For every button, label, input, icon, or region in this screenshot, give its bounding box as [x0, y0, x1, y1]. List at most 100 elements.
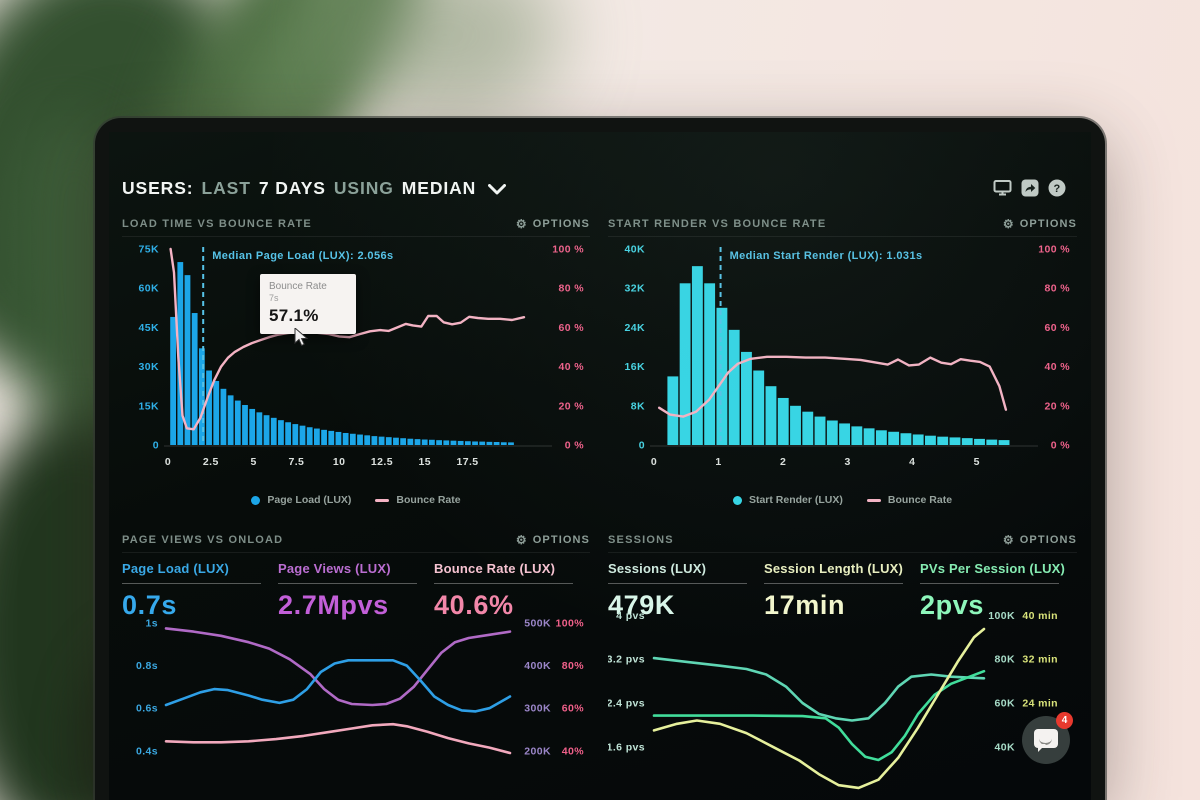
share-icon[interactable]: [1021, 179, 1039, 197]
metric-bounce-rate: Bounce Rate (LUX) 40.6%: [434, 561, 587, 621]
metric-value: 2pvs: [920, 590, 984, 620]
svg-text:60 %: 60 %: [558, 322, 584, 334]
metric-value: 0.7s: [122, 590, 177, 620]
legend-dot-marker: [251, 495, 261, 505]
svg-text:4: 4: [909, 456, 915, 468]
svg-text:40K: 40K: [995, 741, 1015, 753]
legend-item: Page Load (LUX): [251, 494, 351, 506]
panel-header: START RENDER VS BOUNCE RATE ⚙ OPTIONS: [608, 214, 1077, 237]
svg-text:500K: 500K: [524, 618, 551, 630]
metric-row: Page Load (LUX) 0.7s Page Views (LUX) 2.…: [122, 561, 590, 621]
metric-label: Session Length (LUX): [764, 561, 904, 576]
app-header: USERS: LAST 7 DAYS USING MEDIAN ?: [122, 174, 1078, 202]
chat-launcher-button[interactable]: 4: [1022, 712, 1073, 764]
gear-icon: ⚙: [1002, 217, 1015, 231]
metric-page-load: Page Load (LUX) 0.7s: [122, 561, 275, 621]
metric-divider: [278, 583, 417, 584]
metric-page-views: Page Views (LUX) 2.7Mpvs: [278, 561, 431, 621]
svg-text:0: 0: [651, 456, 657, 468]
svg-text:40 min: 40 min: [1022, 610, 1058, 622]
metric-row: Sessions (LUX) 479K Session Length (LUX)…: [608, 561, 1077, 621]
chat-bubble-icon: [1034, 729, 1058, 752]
svg-text:4 pvs: 4 pvs: [616, 610, 645, 622]
timeframe-dropdown[interactable]: USERS: LAST 7 DAYS USING MEDIAN: [122, 177, 507, 199]
legend-label: Bounce Rate: [396, 494, 461, 506]
panel-header: LOAD TIME VS BOUNCE RATE ⚙ OPTIONS: [122, 214, 590, 237]
options-button[interactable]: ⚙ OPTIONS: [516, 218, 590, 230]
svg-text:0.8s: 0.8s: [136, 660, 158, 672]
metric-label: Bounce Rate (LUX): [434, 561, 556, 576]
options-button[interactable]: ⚙ OPTIONS: [1003, 534, 1077, 546]
svg-text:0 %: 0 %: [565, 440, 585, 452]
legend-item: Bounce Rate: [866, 494, 952, 506]
panel-title: LOAD TIME VS BOUNCE RATE: [122, 218, 312, 230]
svg-text:12.5: 12.5: [371, 456, 393, 468]
svg-text:24K: 24K: [625, 322, 645, 334]
svg-text:200K: 200K: [524, 745, 551, 757]
options-label: OPTIONS: [1019, 218, 1077, 230]
legend-label: Start Render (LUX): [748, 494, 843, 506]
legend-line-marker: [866, 498, 881, 502]
panel-sessions: SESSIONS ⚙ OPTIONS Sessions (LUX) 479K S…: [608, 530, 1077, 800]
svg-text:40 %: 40 %: [1044, 361, 1070, 373]
metric-divider: [122, 583, 261, 584]
options-button[interactable]: ⚙ OPTIONS: [516, 534, 590, 546]
svg-text:60K: 60K: [995, 697, 1015, 709]
panel-title: START RENDER VS BOUNCE RATE: [608, 218, 827, 230]
metric-label: Page Views (LUX): [278, 561, 391, 576]
svg-text:80 %: 80 %: [558, 283, 584, 295]
options-label: OPTIONS: [532, 218, 590, 230]
svg-text:16K: 16K: [625, 361, 645, 373]
header-segment: 7 DAYS: [258, 177, 326, 198]
svg-text:32 min: 32 min: [1022, 654, 1058, 666]
svg-text:2: 2: [780, 456, 786, 468]
help-icon[interactable]: ?: [1048, 179, 1066, 197]
metric-divider: [608, 583, 747, 584]
laptop: USERS: LAST 7 DAYS USING MEDIAN ?: [95, 118, 1105, 800]
gear-icon: ⚙: [515, 217, 528, 231]
svg-text:5: 5: [250, 456, 256, 468]
svg-text:45K: 45K: [139, 322, 159, 334]
options-button[interactable]: ⚙ OPTIONS: [1003, 218, 1077, 230]
svg-text:300K: 300K: [524, 703, 551, 715]
svg-text:0: 0: [165, 456, 171, 468]
chat-smile-icon: [1039, 738, 1052, 745]
panel-header: PAGE VIEWS VS ONLOAD ⚙ OPTIONS: [122, 530, 590, 553]
svg-text:24 min: 24 min: [1022, 697, 1058, 709]
metric-label: Page Load (LUX): [122, 561, 230, 576]
chart-tooltip: Bounce Rate 7s 57.1%: [260, 274, 356, 334]
metric-label: Sessions (LUX): [608, 561, 707, 576]
sessions-chart[interactable]: 4 pvs 3.2 pvs 2.4 pvs 1.6 pvs 100K 40 min 80K 3…: [608, 606, 1077, 800]
svg-text:100 %: 100 %: [1038, 244, 1070, 256]
svg-text:75K: 75K: [139, 244, 159, 256]
metric-value: 2.7Mpvs: [278, 590, 389, 620]
load-time-chart[interactable]: 75K 60K 45K 30K 15K 0 100 % 80 % 60 % 40 % 20 % 0 %…: [122, 239, 590, 491]
header-segment: LAST: [201, 177, 251, 198]
svg-text:60%: 60%: [562, 703, 584, 715]
mouse-cursor-icon: [294, 328, 309, 347]
tooltip-series: Bounce Rate: [269, 281, 327, 292]
header-segment: MEDIAN: [401, 177, 477, 198]
svg-text:0: 0: [639, 440, 645, 452]
display-icon[interactable]: [993, 179, 1012, 197]
svg-text:20 %: 20 %: [558, 400, 584, 412]
svg-text:60 %: 60 %: [1044, 322, 1070, 334]
gear-icon: ⚙: [1002, 533, 1015, 547]
start-render-chart[interactable]: 40K 32K 24K 16K 8K 0 100 % 80 % 60 % 40 % 20 % 0 % 0…: [608, 239, 1077, 491]
metric-divider: [434, 583, 573, 584]
svg-text:60K: 60K: [139, 283, 159, 295]
svg-text:80K: 80K: [995, 654, 1015, 666]
panel-title: SESSIONS: [608, 534, 674, 546]
svg-text:40%: 40%: [562, 745, 584, 757]
svg-text:1: 1: [715, 456, 721, 468]
options-label: OPTIONS: [532, 534, 590, 546]
svg-text:0.6s: 0.6s: [136, 703, 158, 715]
svg-text:80 %: 80 %: [1044, 283, 1070, 295]
options-label: OPTIONS: [1019, 534, 1077, 546]
svg-text:0: 0: [153, 440, 159, 452]
page-views-chart[interactable]: 1s 0.8s 0.6s 0.4s 500K 100% 400K 80% 300K 60% 200K…: [122, 606, 590, 800]
panel-page-views-vs-onload: PAGE VIEWS VS ONLOAD ⚙ OPTIONS Page Load…: [122, 530, 590, 800]
chevron-down-icon: [488, 183, 507, 194]
legend-label: Page Load (LUX): [267, 494, 352, 506]
